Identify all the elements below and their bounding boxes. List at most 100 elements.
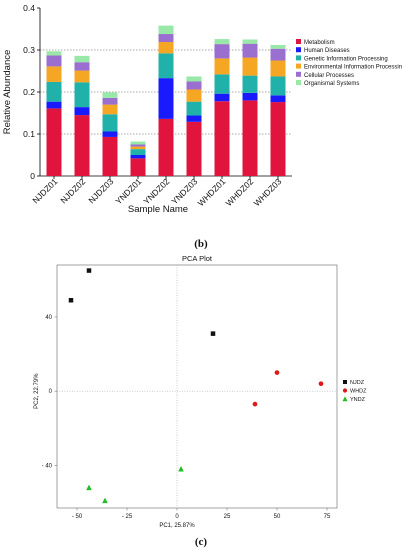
pca-x-tick-label: 50: [274, 514, 281, 520]
bar-segment: [186, 81, 202, 90]
bar-segment: [242, 43, 258, 58]
pca-point-whdz: [274, 370, 280, 375]
pca-point-njdz: [86, 268, 92, 273]
legend-label: Metabolism: [304, 40, 335, 46]
y-tick-label: 0.1: [23, 129, 35, 139]
bar-segment: [102, 136, 118, 176]
bar-segment: [270, 60, 286, 77]
y-tick-label: 0.2: [23, 87, 35, 97]
bar-segment: [242, 57, 258, 76]
bar-segment: [46, 55, 62, 67]
bar-segment: [46, 108, 62, 176]
bar-segment: [130, 146, 146, 150]
bar-segment: [102, 131, 118, 137]
legend-swatch: [296, 47, 301, 53]
x-tick-label: YNDZ02: [141, 176, 171, 206]
bar-segment: [158, 42, 174, 54]
legend-label: Cellular Processes: [304, 73, 354, 79]
y-axis-label: Relative Abundance: [2, 50, 13, 135]
bar-segment: [74, 55, 90, 63]
legend-label: Genetic Information Processing: [304, 56, 388, 62]
bar-segment: [242, 100, 258, 176]
bar-segment: [46, 81, 62, 102]
x-tick-label: YNDZ01: [113, 176, 143, 206]
bar-segment: [46, 51, 62, 56]
pca-x-tick-label: 25: [224, 514, 231, 520]
pca-legend-label: YNDZ: [350, 397, 366, 403]
x-tick-label: WHDZ01: [196, 176, 228, 208]
pca-y-tick-label: 40: [45, 315, 52, 321]
bar-segment: [186, 89, 202, 102]
legend-swatch: [296, 80, 301, 85]
legend-swatch: [296, 71, 301, 77]
x-axis-label: Sample Name: [128, 204, 188, 215]
bar-segment: [186, 121, 202, 176]
x-tick-label: WHDZ03: [252, 176, 284, 208]
bar-segment: [214, 39, 230, 45]
legend-swatch: [296, 55, 301, 61]
bar-segment: [102, 104, 118, 115]
pca-legend-label: WHDZ: [350, 389, 367, 395]
legend-swatch: [296, 39, 301, 44]
bar-segment: [74, 82, 90, 108]
bar-segment: [242, 39, 258, 44]
bar-segment: [242, 92, 258, 101]
bar-segment: [158, 34, 174, 43]
pca-legend-label: NJDZ: [350, 380, 365, 386]
legend-label: Environmental Information Processing: [304, 65, 402, 71]
bar-segment: [186, 101, 202, 116]
pca-x-axis-label: PC1, 25.87%: [159, 523, 195, 529]
bar-segment: [158, 118, 174, 176]
bar-segment: [214, 44, 230, 59]
pca-plot-frame: [56, 264, 338, 509]
pca-point-whdz: [252, 401, 258, 407]
pca-x-tick-label: 0: [175, 514, 179, 520]
pca-y-tick-label: - 40: [42, 463, 53, 469]
bar-segment: [130, 149, 146, 155]
pca-x-tick-label: - 50: [72, 514, 83, 520]
y-tick-label: 0.4: [23, 3, 35, 13]
pca-legend-marker: [343, 380, 347, 384]
bar-segment: [242, 75, 258, 93]
pca-point-yndz: [86, 484, 92, 491]
bar-segment: [130, 158, 146, 176]
bar-segment: [74, 62, 90, 71]
bar-segment: [214, 93, 230, 102]
y-tick-label: 0.3: [23, 45, 35, 55]
bar-segment: [186, 76, 202, 82]
y-tick-label: 0: [30, 171, 35, 181]
pca-legend-marker: [342, 396, 348, 402]
bar-segment: [102, 92, 118, 98]
legend-swatch: [296, 63, 301, 69]
bar-segment: [158, 78, 174, 119]
x-tick-label: NJDZ02: [58, 176, 87, 205]
bar-segment: [270, 76, 286, 96]
bar-segment: [74, 70, 90, 83]
pca-title: PCA Plot: [182, 254, 213, 263]
pca-point-njdz: [68, 297, 74, 303]
bar-segment: [74, 107, 90, 116]
pca-point-yndz: [178, 466, 184, 472]
bar-segment: [102, 97, 118, 105]
legend-label: Human Diseases: [304, 48, 350, 54]
bar-segment: [270, 44, 286, 49]
x-tick-label: NJDZ03: [86, 176, 115, 205]
bar-segment: [270, 95, 286, 103]
bar-segment: [130, 144, 146, 147]
bar-segment: [74, 115, 90, 176]
bar-segment: [186, 115, 202, 122]
bar-segment: [46, 66, 62, 82]
pca-x-tick-label: - 25: [122, 514, 133, 520]
bar-segment: [214, 74, 230, 94]
bar-segment: [46, 101, 62, 109]
bar-segment: [214, 101, 230, 176]
bar-segment: [102, 114, 118, 132]
pca-point-whdz: [318, 381, 324, 387]
bar-segment: [270, 102, 286, 176]
pca-legend-marker: [342, 388, 348, 393]
pca-point-njdz: [210, 331, 216, 336]
bar-segment: [130, 141, 146, 145]
